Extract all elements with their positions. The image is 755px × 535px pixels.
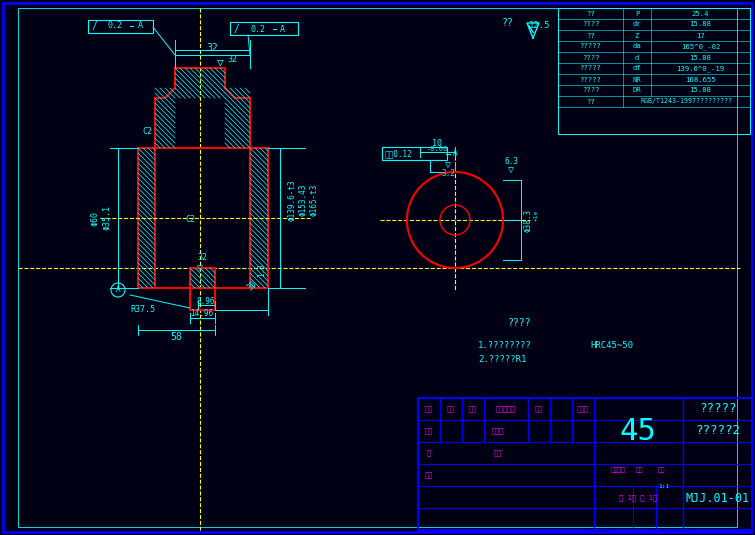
- Text: HRC45~50: HRC45~50: [590, 340, 633, 349]
- Text: 标准化: 标准化: [492, 427, 504, 434]
- Text: 139.6^0_-19: 139.6^0_-19: [676, 65, 725, 72]
- Bar: [88, 20, 153, 33]
- Text: 1.????????: 1.????????: [478, 340, 532, 349]
- Text: -0.06: -0.06: [427, 146, 448, 152]
- Text: 32: 32: [197, 254, 207, 263]
- Text: 分区: 分区: [469, 406, 477, 412]
- Text: 6.3: 6.3: [504, 157, 518, 166]
- Text: C2: C2: [185, 216, 195, 225]
- Text: dr: dr: [633, 21, 642, 27]
- Text: ????: ????: [582, 55, 599, 60]
- Text: ?????2: ?????2: [695, 424, 741, 438]
- Text: ??: ??: [586, 33, 595, 39]
- Text: ????: ????: [582, 88, 599, 94]
- Text: A: A: [116, 286, 120, 294]
- Text: 58: 58: [170, 332, 182, 342]
- Text: 32: 32: [227, 56, 237, 65]
- Text: 阶段标记: 阶段标记: [611, 467, 626, 473]
- Text: ?????: ?????: [699, 402, 737, 416]
- Text: 30: 30: [245, 279, 259, 293]
- Text: NR: NR: [633, 77, 642, 82]
- Bar: [230, 22, 298, 35]
- Text: 168.655: 168.655: [686, 77, 716, 82]
- Text: ?????: ?????: [580, 43, 602, 50]
- Text: 工艺: 工艺: [425, 472, 433, 478]
- Text: +1e: +1e: [534, 209, 538, 220]
- Text: /: /: [92, 21, 98, 31]
- Text: A: A: [279, 25, 285, 34]
- Text: ▽: ▽: [197, 263, 203, 273]
- Text: 10: 10: [432, 139, 442, 148]
- Bar: [382, 147, 447, 160]
- Bar: [418, 398, 752, 530]
- Text: ????: ????: [508, 318, 532, 328]
- Text: Φ153.43: Φ153.43: [298, 184, 307, 216]
- Text: 1:1: 1:1: [658, 484, 669, 488]
- Text: R37.5: R37.5: [130, 305, 155, 315]
- Text: Φ35.1: Φ35.1: [103, 205, 112, 231]
- Text: ▽: ▽: [217, 57, 223, 67]
- Text: 25.4: 25.4: [692, 11, 709, 17]
- Text: Φ139.6-t3: Φ139.6-t3: [288, 179, 297, 221]
- Text: 32: 32: [206, 43, 218, 53]
- Text: 处数: 处数: [447, 406, 455, 412]
- Text: ??: ??: [502, 18, 514, 28]
- Text: ?????: ?????: [580, 77, 602, 82]
- Text: 15.88: 15.88: [689, 88, 711, 94]
- Text: Z: Z: [635, 33, 639, 39]
- Text: DR: DR: [633, 88, 642, 94]
- Text: 0.2: 0.2: [107, 21, 122, 30]
- Text: 更改文件号: 更改文件号: [496, 406, 516, 412]
- Bar: [558, 8, 750, 134]
- Text: ??: ??: [586, 98, 595, 104]
- Text: da: da: [633, 43, 642, 50]
- Text: 15.88: 15.88: [689, 55, 711, 60]
- Text: 重量: 重量: [636, 467, 643, 473]
- Text: 共 1张 第 1张: 共 1张 第 1张: [619, 495, 657, 501]
- Text: 设计: 设计: [425, 427, 433, 434]
- Text: 15.88: 15.88: [689, 21, 711, 27]
- Text: ▽: ▽: [445, 160, 451, 170]
- Text: 3.2: 3.2: [441, 170, 455, 179]
- Text: P: P: [635, 11, 639, 17]
- Text: ??: ??: [586, 11, 595, 17]
- Text: 14.96: 14.96: [190, 309, 214, 317]
- Text: 45: 45: [620, 417, 656, 446]
- Text: A: A: [137, 21, 143, 30]
- Text: MJJ.01-01: MJJ.01-01: [686, 492, 750, 505]
- Text: C2: C2: [142, 127, 152, 136]
- Text: 签名: 签名: [535, 406, 543, 412]
- Text: 年月日: 年月日: [577, 406, 589, 412]
- Text: df: df: [633, 65, 642, 72]
- Text: 标记: 标记: [425, 406, 433, 412]
- Text: 描: 描: [427, 450, 431, 456]
- Text: 17: 17: [696, 33, 705, 39]
- Text: ????: ????: [582, 21, 599, 27]
- Text: 基准0.12: 基准0.12: [385, 149, 413, 158]
- Bar: [418, 398, 752, 530]
- Text: d: d: [635, 55, 639, 60]
- Text: 2.?????R1: 2.?????R1: [478, 355, 526, 364]
- Text: ▽: ▽: [508, 165, 514, 175]
- Text: Φ60: Φ60: [91, 210, 100, 225]
- Text: ?????: ?????: [580, 65, 602, 72]
- Text: RGB/T1243-1997?????????: RGB/T1243-1997?????????: [640, 98, 732, 104]
- Text: A: A: [453, 149, 458, 158]
- Text: 0.2: 0.2: [251, 25, 266, 34]
- Text: 165^0_-02: 165^0_-02: [681, 43, 720, 50]
- Text: 1.3: 1.3: [257, 263, 267, 277]
- Text: 批准: 批准: [494, 450, 502, 456]
- Text: 12.5: 12.5: [529, 20, 550, 29]
- Text: Φ165-t3: Φ165-t3: [310, 184, 319, 216]
- Text: Φ38.3: Φ38.3: [523, 209, 532, 232]
- Text: /: /: [234, 24, 240, 34]
- Text: 8.96: 8.96: [197, 297, 215, 307]
- Text: 比例: 比例: [658, 467, 665, 473]
